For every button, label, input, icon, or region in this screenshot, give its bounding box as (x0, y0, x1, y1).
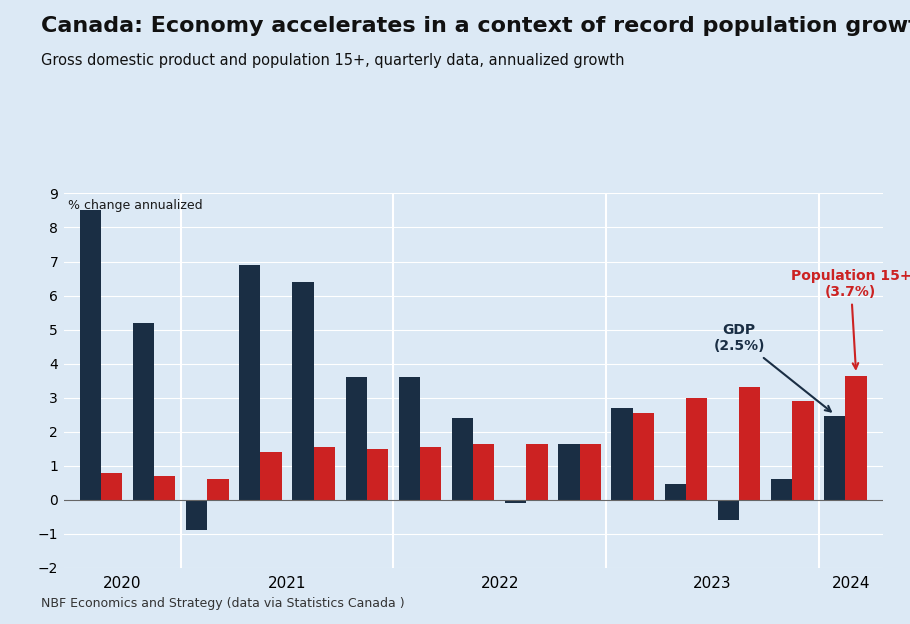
Bar (452, 418, 473, 500)
Bar (420, 447, 441, 500)
Bar (559, 444, 580, 500)
Bar (260, 452, 282, 500)
Text: NBF Economics and Strategy (data via Statistics Canada ): NBF Economics and Strategy (data via Sta… (41, 597, 405, 610)
Bar (314, 447, 335, 500)
Bar (399, 378, 420, 500)
Bar (367, 449, 388, 500)
Text: Population 15+
(3.7%): Population 15+ (3.7%) (791, 269, 910, 369)
Bar (793, 401, 814, 500)
Bar (346, 378, 367, 500)
Bar (824, 416, 845, 500)
Text: % change annualized: % change annualized (67, 199, 202, 212)
Bar (632, 413, 654, 500)
Bar (186, 500, 207, 530)
Bar (612, 408, 632, 500)
Bar (473, 444, 494, 500)
Bar (292, 282, 314, 500)
Text: GDP
(2.5%): GDP (2.5%) (713, 323, 831, 411)
Text: Gross domestic product and population 15+, quarterly data, annualized growth: Gross domestic product and population 15… (41, 53, 624, 68)
Bar (686, 397, 707, 500)
Bar (845, 376, 866, 500)
Bar (526, 444, 548, 500)
Bar (580, 444, 601, 500)
Bar (101, 472, 122, 500)
Bar (80, 210, 101, 500)
Bar (771, 479, 793, 500)
Text: Canada: Economy accelerates in a context of record population growth: Canada: Economy accelerates in a context… (41, 16, 910, 36)
Bar (664, 484, 686, 500)
Bar (133, 323, 154, 500)
Bar (154, 476, 176, 500)
Bar (739, 388, 761, 500)
Bar (505, 500, 526, 503)
Bar (718, 500, 739, 520)
Bar (207, 479, 228, 500)
Bar (239, 265, 260, 500)
